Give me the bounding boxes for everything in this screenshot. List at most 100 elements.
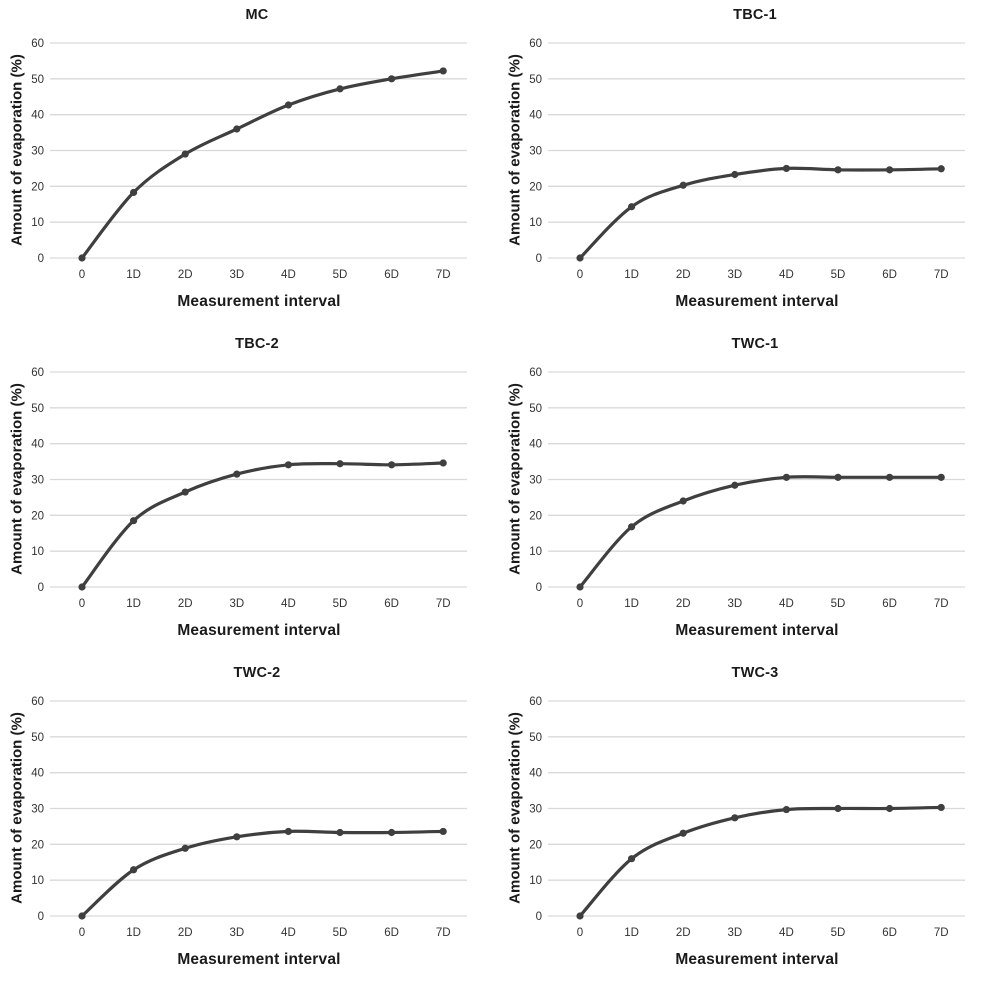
y-tick-label: 20: [31, 510, 44, 522]
y-tick-label: 40: [31, 439, 44, 451]
y-tick-label: 60: [31, 696, 44, 708]
x-tick-label: 0: [577, 598, 583, 610]
y-tick-label: 60: [529, 367, 542, 379]
data-point-marker: [78, 912, 86, 920]
x-tick-label: 2D: [178, 598, 193, 610]
x-tick-label: 6D: [384, 927, 399, 939]
data-point-marker: [937, 473, 945, 481]
data-point-marker: [782, 164, 790, 173]
y-tick-label: 20: [31, 181, 44, 193]
y-tick-label: 50: [529, 732, 542, 744]
data-point-marker: [233, 833, 241, 841]
x-tick-label: 6D: [882, 598, 897, 610]
data-point-marker: [181, 844, 189, 852]
x-tick-label: 0: [79, 269, 85, 281]
x-tick-label: 2D: [178, 269, 193, 281]
y-tick-label: 50: [31, 732, 44, 744]
chart-canvas: 0 10 20 30 40 50 60 0 1D 2D 3D 4D 5D 6D 7D: [529, 367, 965, 610]
data-point-marker: [130, 866, 138, 874]
x-tick-label: 6D: [384, 269, 399, 281]
data-point-marker: [731, 170, 739, 179]
y-tick-label: 30: [31, 804, 44, 816]
x-tick-label: 5D: [831, 598, 846, 610]
y-tick-label: 50: [529, 74, 542, 86]
y-tick-label: 10: [529, 546, 542, 558]
series-line: [578, 166, 943, 260]
y-tick-label: 30: [31, 475, 44, 487]
data-point-marker: [130, 517, 138, 525]
data-point-marker: [886, 473, 894, 481]
x-axis-label: Measurement interval: [177, 951, 341, 968]
y-tick-label: 40: [31, 768, 44, 780]
x-axis-label: Measurement interval: [177, 622, 341, 639]
chart-twc-3: TWC-3 Amount of evaporation (%) 0 10 20 30 4…: [498, 658, 996, 987]
data-point-marker: [181, 488, 189, 496]
data-point-marker: [782, 473, 790, 481]
data-point-marker: [731, 814, 739, 822]
data-point-marker: [336, 85, 344, 93]
x-tick-label: 1D: [126, 269, 141, 281]
data-point-marker: [679, 497, 687, 505]
x-tick-label: 2D: [676, 598, 691, 610]
data-point-marker: [834, 473, 842, 481]
data-point-marker: [834, 804, 842, 813]
data-point-marker: [78, 254, 86, 262]
y-tick-label: 60: [31, 367, 44, 379]
x-tick-label: 6D: [882, 927, 897, 939]
y-tick-label: 60: [529, 38, 542, 50]
x-tick-label: 7D: [934, 269, 949, 281]
series-line: [80, 69, 445, 260]
x-tick-label: 1D: [126, 598, 141, 610]
x-tick-label: 3D: [727, 927, 742, 939]
y-tick-label: 30: [529, 804, 542, 816]
y-tick-label: 0: [536, 253, 542, 265]
y-tick-label: 50: [31, 74, 44, 86]
data-point-marker: [628, 855, 636, 863]
x-tick-label: 1D: [624, 598, 639, 610]
data-point-marker: [576, 583, 584, 591]
data-point-marker: [679, 181, 687, 189]
data-point-marker: [731, 481, 739, 489]
data-point-marker: [679, 829, 687, 837]
data-point-marker: [181, 150, 189, 158]
x-tick-label: 5D: [333, 598, 348, 610]
series-line: [578, 475, 943, 589]
x-tick-label: 4D: [281, 927, 296, 939]
data-point-marker: [439, 827, 447, 836]
x-tick-label: 3D: [229, 269, 244, 281]
y-tick-label: 50: [529, 403, 542, 415]
y-tick-label: 40: [529, 439, 542, 451]
y-tick-label: 0: [38, 582, 44, 594]
y-tick-label: 40: [31, 110, 44, 122]
chart-mc: MC Amount of evaporation (%) 0 10 20 30 40 50…: [0, 0, 498, 329]
y-tick-label: 60: [31, 38, 44, 50]
data-point-marker: [130, 188, 138, 197]
chart-tbc-1: TBC-1 Amount of evaporation (%) 0 10 20 30 4…: [498, 0, 996, 329]
chart-tbc-2: TBC-2 Amount of evaporation (%) 0 10 20 30 4…: [0, 329, 498, 658]
data-point-marker: [336, 460, 344, 468]
data-point-marker: [576, 912, 584, 920]
data-point-marker: [233, 470, 241, 478]
data-point-marker: [336, 828, 344, 837]
data-point-marker: [284, 827, 292, 836]
data-point-marker: [284, 461, 292, 469]
x-tick-label: 0: [79, 598, 85, 610]
chart-canvas: 0 10 20 30 40 50 60 0 1D 2D 3D 4D 5D 6D 7D: [31, 696, 467, 939]
x-tick-label: 3D: [727, 269, 742, 281]
x-tick-label: 0: [577, 927, 583, 939]
data-point-marker: [576, 254, 584, 262]
x-tick-label: 1D: [624, 927, 639, 939]
x-axis-label: Measurement interval: [177, 293, 341, 310]
data-point-marker: [388, 828, 396, 837]
y-tick-label: 10: [31, 217, 44, 229]
data-point-marker: [284, 101, 292, 109]
x-tick-label: 0: [577, 269, 583, 281]
x-tick-label: 4D: [779, 927, 794, 939]
y-tick-label: 30: [529, 146, 542, 158]
data-point-marker: [388, 75, 396, 83]
chart-title: TWC-3: [731, 665, 779, 681]
y-tick-label: 20: [529, 181, 542, 193]
y-tick-label: 20: [31, 839, 44, 851]
y-tick-label: 30: [31, 146, 44, 158]
